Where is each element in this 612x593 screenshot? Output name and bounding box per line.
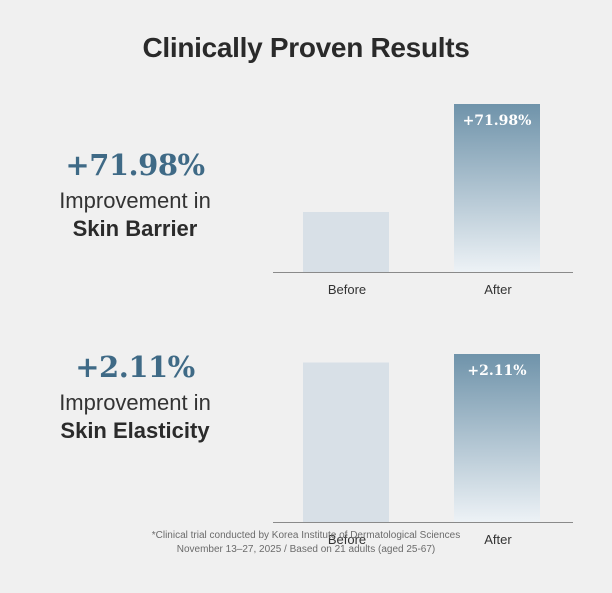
- result-block-skin-elasticity: +2.11% Improvement in Skin Elasticity +2…: [0, 350, 612, 550]
- bar-before: [303, 211, 389, 272]
- x-tick-label-after: After: [484, 532, 512, 547]
- improvement-label: Improvement in: [59, 188, 211, 213]
- footnote-line-1: *Clinical trial conducted by Korea Insti…: [151, 530, 461, 541]
- result-block-skin-barrier: +71.98% Improvement in Skin Barrier +71.…: [0, 100, 612, 300]
- improvement-label: Improvement in: [59, 390, 211, 415]
- bar-before: [303, 362, 389, 522]
- stat-panel: +71.98% Improvement in Skin Barrier: [40, 148, 230, 242]
- x-tick-label-before: Before: [327, 532, 367, 547]
- x-tick-label-before: Before: [327, 282, 367, 297]
- bar-after: [454, 104, 540, 272]
- bar-chart-svg: +71.98%: [273, 104, 573, 273]
- metric-name: Skin Barrier: [72, 216, 198, 241]
- bar-after: [454, 354, 540, 522]
- footnote-line-2: November 13–27, 2025 / Based on 21 adult…: [176, 544, 436, 555]
- metric-name: Skin Elasticity: [60, 418, 210, 443]
- bar-data-label: +71.98%: [463, 113, 532, 129]
- bar-chart: +2.11% Before After: [270, 350, 576, 550]
- stat-panel: +2.11% Improvement in Skin Elasticity: [40, 350, 230, 444]
- bar-data-label: +2.11%: [467, 363, 526, 379]
- x-tick-label-after: After: [484, 282, 512, 297]
- bar-chart-svg: +2.11%: [273, 354, 573, 523]
- bar-chart: +71.98% Before After: [270, 100, 576, 300]
- improvement-percent: +2.11%: [75, 350, 195, 384]
- page-title: Clinically Proven Results: [142, 32, 470, 63]
- improvement-percent: +71.98%: [65, 148, 205, 182]
- footnote: *Clinical trial conducted by Korea Insti…: [0, 529, 612, 557]
